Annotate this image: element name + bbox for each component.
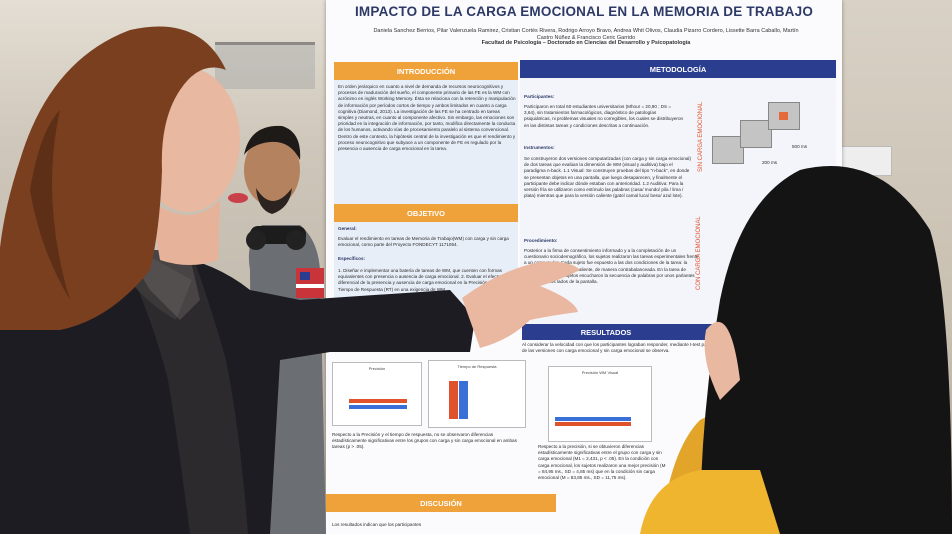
- chart-title-1: Precisión: [368, 366, 386, 371]
- section-header-metodologia: METODOLOGÍA: [520, 60, 836, 78]
- dim-label-2: 500 ms: [792, 144, 808, 149]
- section-header-intro: INTRODUCCIÓN: [334, 62, 518, 80]
- research-poster: IMPACTO DE LA CARGA EMOCIONAL EN LA MEMO…: [326, 0, 842, 534]
- section-header-resultados: RESULTADOS: [522, 324, 690, 340]
- chart-bar: [349, 399, 407, 403]
- participantes-text: Participaron en total 60 estudiantes uni…: [524, 104, 684, 128]
- stimulus-grid-2: [740, 120, 772, 148]
- res-right-text: Respecto a la precisión, si se obtuviero…: [538, 444, 666, 481]
- poster-authors: Daniela Sanchez Berrios, Pilar Valenzuel…: [373, 28, 799, 41]
- chart-title-2: Tiempo de Respuesta: [457, 364, 497, 369]
- stimulus-grid-1: [712, 136, 744, 164]
- label-general: General:: [338, 226, 357, 231]
- poster-title: IMPACTO DE LA CARGA EMOCIONAL EN LA MEMO…: [354, 4, 814, 19]
- chart-bar: [459, 381, 468, 419]
- res-left-text: Respecto a la Precisión y el tiempo de r…: [332, 432, 517, 450]
- resultados-text: Al considerar la velocidad con que los p…: [522, 342, 759, 354]
- chart-precision: Precisión: [332, 362, 422, 426]
- presenting-woman: [0, 26, 580, 534]
- section-header-objetivo: OBJETIVO: [334, 204, 518, 222]
- dim-label-1: 200 ms: [762, 160, 778, 165]
- section-header-discusion: DISCUSIÓN: [326, 494, 556, 512]
- chart-title-3: Precisión WM Visual: [581, 370, 619, 375]
- foreground-woman: [640, 166, 952, 534]
- objetivo-general-text: Evaluar el rendimiento en tareas de Memo…: [338, 236, 509, 248]
- poster-affiliation: Facultad de Psicología – Doctorado en Ci…: [481, 40, 691, 46]
- chart-bar: [555, 422, 631, 426]
- label-procedimiento: Procedimiento:: [524, 238, 558, 243]
- label-participantes: Participantes:: [524, 94, 555, 99]
- instrumentos-text: Se construyeron dos versiones computariz…: [524, 156, 691, 199]
- chart-bar: [349, 405, 407, 409]
- intro-text: En orden jerárquico en cuanto a nivel de…: [338, 84, 516, 152]
- chart-bar: [449, 381, 458, 419]
- chart-bar: [555, 417, 631, 421]
- discusion-text: Los resultados indican que los participa…: [332, 522, 422, 527]
- objetivo-especificos-text: 1. Diseñar e implementar una batería de …: [338, 268, 510, 292]
- label-especificos: Específicos:: [338, 256, 366, 261]
- procedimiento-text: Posterior a la firma de consentimiento i…: [524, 248, 699, 285]
- label-instrumentos: Instrumentos:: [524, 145, 555, 150]
- chart-precision-wm-visual: Precisión WM Visual: [548, 366, 652, 442]
- background-railing: [215, 42, 315, 89]
- chart-tiempo-respuesta: Tiempo de Respuesta: [428, 360, 526, 428]
- stimulus-grid-3: [768, 102, 800, 130]
